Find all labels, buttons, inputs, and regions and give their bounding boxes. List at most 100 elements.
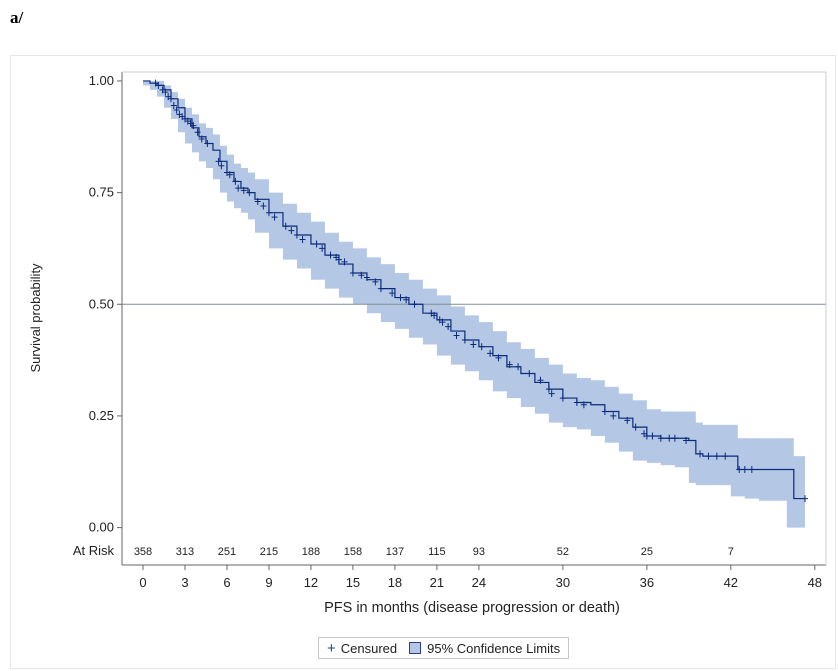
censor-mark bbox=[526, 370, 533, 377]
legend-label-censored: Censured bbox=[340, 640, 398, 656]
x-tick-label: 30 bbox=[556, 575, 570, 590]
censor-mark bbox=[167, 95, 174, 103]
y-axis-label: Survival probability bbox=[28, 263, 43, 373]
censor-mark bbox=[802, 495, 809, 503]
censor-mark bbox=[559, 394, 566, 402]
censor-mark bbox=[335, 256, 342, 264]
legend-item-censored: + Censured bbox=[327, 640, 397, 657]
panel-label: a/ bbox=[10, 8, 24, 27]
x-tick-label: 12 bbox=[304, 575, 318, 590]
censor-mark bbox=[601, 407, 608, 415]
censor-mark bbox=[363, 273, 370, 281]
x-tick-label: 21 bbox=[430, 575, 444, 590]
at-risk-count: 52 bbox=[557, 546, 569, 558]
censor-mark bbox=[403, 296, 410, 304]
x-tick-label: 36 bbox=[640, 575, 654, 590]
censor-mark bbox=[170, 102, 177, 109]
chart-frame bbox=[10, 55, 836, 669]
plus-icon: + bbox=[327, 639, 336, 657]
censor-mark bbox=[377, 285, 384, 293]
censor-mark bbox=[288, 227, 295, 235]
censor-mark bbox=[349, 269, 356, 277]
censor-mark bbox=[683, 437, 690, 444]
censor-mark bbox=[470, 340, 477, 348]
censor-mark bbox=[358, 271, 365, 279]
censor-mark bbox=[162, 88, 169, 96]
censor-mark bbox=[341, 258, 348, 266]
censor-mark bbox=[411, 300, 418, 308]
x-tick-label: 18 bbox=[388, 575, 402, 590]
censor-mark bbox=[226, 171, 233, 179]
censor-mark bbox=[657, 434, 664, 442]
censor-mark bbox=[741, 466, 748, 474]
censor-mark bbox=[173, 106, 180, 114]
censor-mark bbox=[397, 294, 404, 302]
censor-mark bbox=[649, 432, 656, 440]
censor-mark bbox=[293, 231, 300, 239]
censor-mark bbox=[282, 222, 289, 230]
legend: + Censured 95% Confidence Limits bbox=[318, 637, 570, 659]
x-tick-label: 6 bbox=[223, 575, 230, 590]
censor-mark bbox=[453, 332, 460, 340]
legend-item-ci: 95% Confidence Limits bbox=[409, 641, 560, 656]
at-risk-count: 313 bbox=[176, 546, 194, 558]
censor-mark bbox=[487, 349, 494, 357]
censor-mark bbox=[495, 354, 502, 362]
at-risk-count: 188 bbox=[302, 546, 320, 558]
y-tick-label: 0.25 bbox=[89, 408, 114, 423]
censor-mark bbox=[299, 236, 306, 243]
censor-mark bbox=[235, 184, 242, 192]
censor-mark bbox=[232, 177, 239, 185]
censor-mark bbox=[580, 401, 587, 409]
censor-mark bbox=[506, 361, 513, 369]
censor-mark bbox=[697, 450, 704, 458]
censor-mark bbox=[478, 343, 485, 351]
ci-swatch-icon bbox=[409, 642, 422, 654]
at-risk-count: 251 bbox=[218, 546, 236, 558]
censor-mark bbox=[327, 251, 334, 259]
censor-mark bbox=[722, 452, 729, 460]
censor-mark bbox=[319, 244, 326, 252]
censor-mark bbox=[313, 240, 320, 248]
at-risk-count: 25 bbox=[641, 546, 653, 558]
censor-mark bbox=[705, 452, 712, 460]
censor-mark bbox=[537, 376, 544, 384]
censor-mark bbox=[624, 416, 631, 424]
censor-mark bbox=[736, 466, 743, 474]
x-tick-label: 0 bbox=[139, 575, 146, 590]
censor-mark bbox=[610, 412, 617, 420]
axes-layer: 0.000.250.500.751.000 3 6 9 12 15 18 21 24 30 36 42… bbox=[89, 71, 827, 590]
at-risk-count: 158 bbox=[344, 546, 362, 558]
y-tick-label: 0.50 bbox=[89, 296, 114, 311]
censor-mark bbox=[666, 434, 673, 442]
censor-mark bbox=[545, 385, 552, 393]
censor-mark bbox=[431, 311, 438, 319]
censor-mark bbox=[748, 466, 755, 474]
censor-mark bbox=[671, 434, 678, 442]
x-tick-label: 24 bbox=[472, 575, 486, 590]
censor-mark bbox=[271, 213, 278, 221]
at-risk-count: 215 bbox=[260, 546, 278, 558]
at-risk-count: 7 bbox=[728, 546, 734, 558]
censor-mark bbox=[190, 122, 197, 130]
censor-mark bbox=[439, 318, 446, 326]
x-axis-label: PFS in months (disease progression or de… bbox=[324, 600, 620, 616]
censor-mark bbox=[215, 157, 222, 165]
censor-mark bbox=[461, 336, 468, 344]
y-tick-label: 0.75 bbox=[89, 185, 114, 200]
censor-mark bbox=[515, 363, 522, 371]
at-risk-label: At Risk bbox=[73, 543, 115, 558]
censor-mark bbox=[246, 189, 253, 197]
censor-mark bbox=[713, 452, 720, 460]
censor-mark bbox=[240, 186, 247, 194]
censor-mark bbox=[372, 278, 379, 286]
censor-mark bbox=[643, 432, 650, 440]
censor-mark bbox=[265, 209, 272, 217]
censor-mark bbox=[194, 128, 201, 136]
at-risk-count: 137 bbox=[386, 546, 404, 558]
censor-mark bbox=[389, 289, 396, 297]
y-tick-label: 0.00 bbox=[89, 520, 114, 535]
censor-marks-layer bbox=[152, 79, 809, 503]
censor-mark bbox=[254, 198, 261, 206]
